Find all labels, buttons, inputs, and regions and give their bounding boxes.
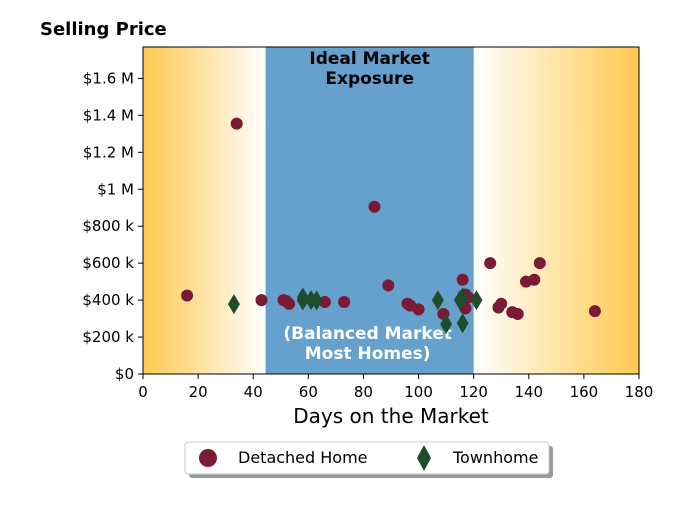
y-tick-label: $800 k <box>82 217 134 235</box>
townhome-point <box>310 290 323 311</box>
detached-home-point <box>412 303 425 316</box>
y-tick-label: $1.4 M <box>83 106 134 124</box>
legend-item-townhome: Townhome <box>417 445 538 471</box>
legend-marker-diamond <box>417 445 431 471</box>
chart-title: Selling Price <box>40 19 167 40</box>
y-tick-label: $400 k <box>82 291 134 309</box>
y-tick-label: $0 <box>115 365 134 383</box>
plot-frame <box>142 46 640 375</box>
x-tick-label: 20 <box>189 383 208 401</box>
band-label-top-line: Exposure <box>325 69 414 89</box>
detached-home-point <box>338 295 351 308</box>
band-label-top-line: Ideal Market <box>309 49 430 69</box>
x-tick-label: 120 <box>459 383 488 401</box>
townhome-point <box>431 290 444 311</box>
detached-home-point <box>181 289 194 302</box>
detached-home-point <box>484 257 497 270</box>
legend: Detached Home Townhome <box>184 441 553 478</box>
townhome-point <box>470 290 483 311</box>
detached-home-point <box>368 200 381 213</box>
townhome-point <box>227 294 240 315</box>
townhome-point <box>456 287 469 308</box>
x-tick-label: 160 <box>570 383 599 401</box>
x-axis: 0 20 40 60 80 100 120 140 160 180 <box>138 374 653 401</box>
detached-home-point <box>511 307 524 320</box>
y-tick-label: $1.6 M <box>83 69 134 87</box>
legend-label: Townhome <box>452 448 538 467</box>
x-tick-label: 140 <box>514 383 543 401</box>
detached-home-point <box>456 273 469 286</box>
detached-home-point <box>533 257 546 270</box>
detached-home-point <box>255 294 268 307</box>
detached-home-point <box>283 297 296 310</box>
townhome-point <box>440 314 453 335</box>
series-townhome <box>227 287 483 335</box>
background-gradient-right <box>473 47 639 374</box>
x-tick-label: 80 <box>354 383 373 401</box>
y-tick-label: $1.2 M <box>83 143 134 161</box>
plot-background <box>143 47 639 374</box>
legend-label: Detached Home <box>238 448 368 467</box>
background-gradient-left <box>143 47 266 374</box>
band-label-bottom-line: (Balanced Market <box>283 324 452 344</box>
townhome-point <box>456 313 469 334</box>
y-axis: $0 $200 k $400 k $600 k $800 k $1 M $1.2 M $1.4… <box>82 69 143 383</box>
data-points <box>181 117 601 335</box>
x-tick-label: 60 <box>299 383 318 401</box>
y-tick-label: $200 k <box>82 328 134 346</box>
detached-home-point <box>230 117 243 130</box>
x-axis-title: Days on the Market <box>293 404 489 428</box>
detached-home-point <box>588 305 601 318</box>
detached-home-point <box>495 297 508 310</box>
legend-marker-circle <box>199 449 217 467</box>
detached-home-point <box>318 295 331 308</box>
x-tick-label: 0 <box>138 383 148 401</box>
legend-item-detached-home: Detached Home <box>199 448 368 467</box>
y-tick-label: $600 k <box>82 254 134 272</box>
legend-box <box>184 441 550 475</box>
x-tick-label: 100 <box>404 383 433 401</box>
y-tick-label: $1 M <box>97 180 134 198</box>
detached-home-point <box>382 279 395 292</box>
band-rect <box>265 47 474 374</box>
x-tick-label: 40 <box>244 383 263 401</box>
detached-home-point <box>528 273 541 286</box>
band-label-bottom-line: Most Homes) <box>305 344 431 364</box>
townhome-point <box>296 290 309 311</box>
x-tick-label: 180 <box>625 383 654 401</box>
